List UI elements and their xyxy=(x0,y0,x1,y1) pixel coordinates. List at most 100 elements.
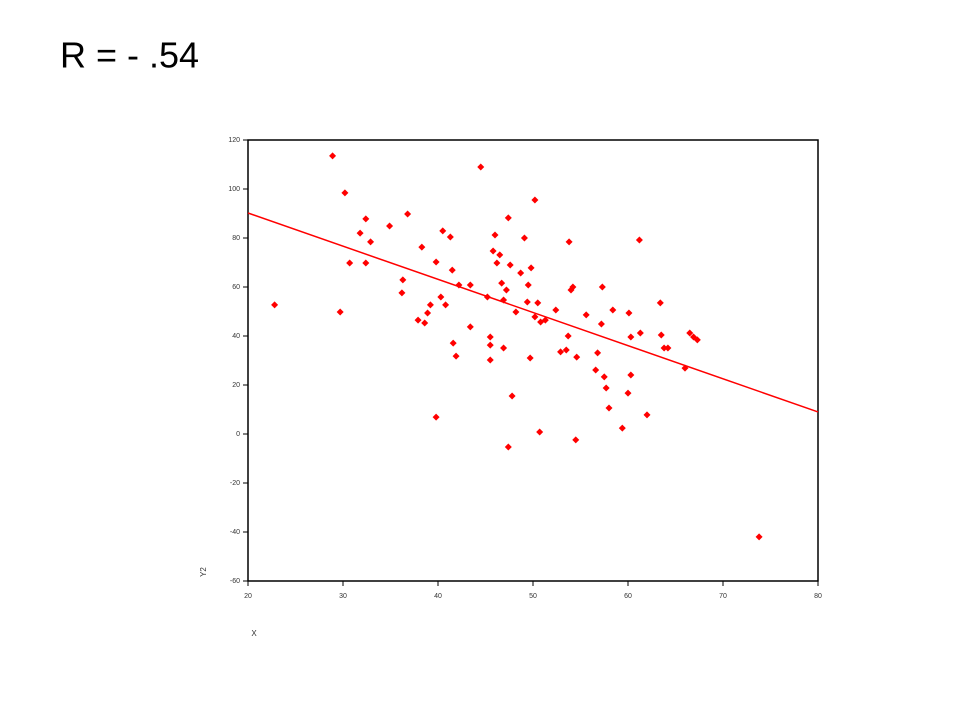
point xyxy=(508,392,516,400)
point xyxy=(569,283,577,291)
fit-line xyxy=(247,212,819,413)
y-tick-label: 120 xyxy=(228,137,240,144)
point xyxy=(557,348,565,356)
y-tick-label: -40 xyxy=(230,529,240,536)
point xyxy=(562,346,570,354)
point xyxy=(594,349,602,357)
point xyxy=(627,333,635,341)
point xyxy=(448,266,456,274)
point xyxy=(498,279,506,287)
point xyxy=(602,384,610,392)
x-tick-label: 80 xyxy=(814,593,822,600)
y-tick-label: 80 xyxy=(232,235,240,242)
point xyxy=(418,243,426,251)
point xyxy=(635,236,643,244)
point xyxy=(609,306,617,314)
point xyxy=(664,344,672,352)
point xyxy=(493,259,501,267)
point xyxy=(755,533,763,541)
x-axis-label: X xyxy=(251,629,257,638)
point xyxy=(414,316,422,324)
point xyxy=(536,428,544,436)
x-tick-label: 50 xyxy=(529,593,537,600)
point xyxy=(504,443,512,451)
point xyxy=(486,356,494,364)
point xyxy=(486,333,494,341)
point xyxy=(552,306,560,314)
point xyxy=(341,189,349,197)
point xyxy=(442,301,450,309)
point xyxy=(362,259,370,267)
point xyxy=(356,229,364,237)
y-tick-label: 60 xyxy=(232,284,240,291)
y-axis-label: Y2 xyxy=(199,567,208,577)
point xyxy=(452,352,460,360)
x-tick-label: 60 xyxy=(624,593,632,600)
point xyxy=(627,371,635,379)
point xyxy=(565,238,573,246)
point xyxy=(512,308,520,316)
point xyxy=(600,373,608,381)
point xyxy=(531,196,539,204)
point xyxy=(618,424,626,432)
point xyxy=(446,233,454,241)
point xyxy=(426,301,434,309)
point xyxy=(362,215,370,223)
point xyxy=(449,339,457,347)
point xyxy=(432,413,440,421)
point xyxy=(624,389,632,397)
point xyxy=(421,319,429,327)
point xyxy=(367,238,375,246)
point xyxy=(424,309,432,317)
point xyxy=(329,152,337,160)
point xyxy=(496,251,504,259)
y-tick-label: 20 xyxy=(232,382,240,389)
point xyxy=(592,366,600,374)
point xyxy=(582,311,590,319)
point xyxy=(573,353,581,361)
point xyxy=(657,331,665,339)
point xyxy=(523,298,531,306)
point xyxy=(656,299,664,307)
point xyxy=(504,214,512,222)
point xyxy=(693,336,701,344)
point xyxy=(399,276,407,284)
point xyxy=(404,210,412,218)
x-tick-label: 40 xyxy=(434,593,442,600)
point xyxy=(502,286,510,294)
point xyxy=(336,308,344,316)
point xyxy=(517,269,525,277)
point xyxy=(636,329,644,337)
point xyxy=(572,436,580,444)
point xyxy=(491,231,499,239)
point xyxy=(643,411,651,419)
plot-frame xyxy=(247,139,819,582)
point xyxy=(605,404,613,412)
point xyxy=(524,281,532,289)
point xyxy=(439,227,447,235)
point xyxy=(534,299,542,307)
point xyxy=(520,234,528,242)
point xyxy=(598,283,606,291)
y-tick-label: -60 xyxy=(230,578,240,585)
point xyxy=(486,341,494,349)
point xyxy=(432,258,440,266)
point xyxy=(526,354,534,362)
point xyxy=(271,301,279,309)
point xyxy=(346,259,354,267)
slide-title: R = - .54 xyxy=(60,35,199,76)
point xyxy=(437,293,445,301)
y-tick-label: 40 xyxy=(232,333,240,340)
y-tick-label: 0 xyxy=(236,431,240,438)
x-tick-label: 30 xyxy=(339,593,347,600)
point xyxy=(527,264,535,272)
x-tick-label: 20 xyxy=(244,593,252,600)
point xyxy=(489,247,497,255)
point xyxy=(500,344,508,352)
point xyxy=(660,344,668,352)
point xyxy=(386,222,394,230)
y-tick-label: 100 xyxy=(228,186,240,193)
point xyxy=(531,313,539,321)
point xyxy=(625,309,633,317)
